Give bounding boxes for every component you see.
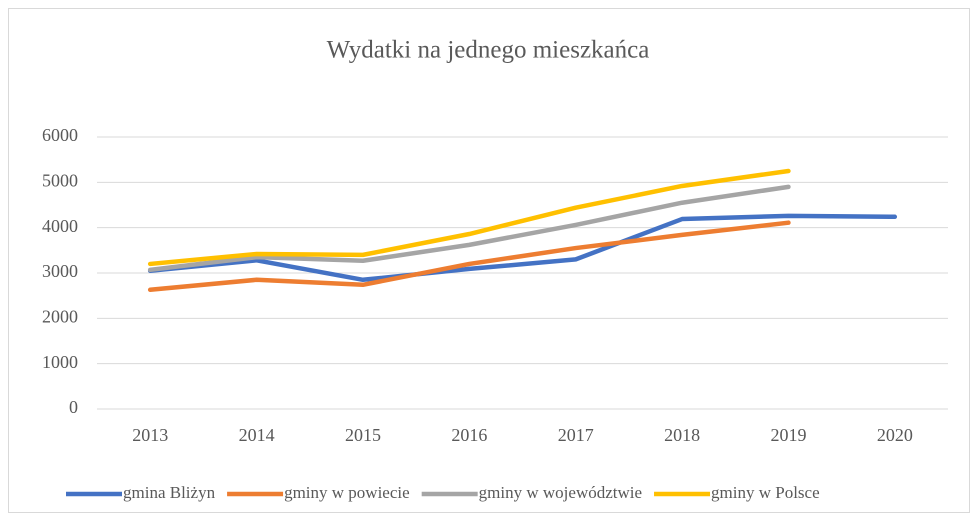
data-line	[147, 168, 791, 267]
x-tick-label: 2018	[664, 425, 700, 445]
y-tick-label: 1000	[42, 352, 78, 372]
y-tick-label: 6000	[42, 125, 78, 145]
x-tick-label: 2015	[345, 425, 381, 445]
data-line	[147, 220, 791, 293]
x-tick-label: 2016	[451, 425, 487, 445]
y-tick-label: 5000	[42, 170, 78, 190]
x-tick-label: 2017	[558, 425, 594, 445]
legend-label: gminy w województwie	[479, 483, 642, 502]
data-line	[147, 184, 791, 273]
y-tick-label: 4000	[42, 216, 78, 236]
chart-title: Wydatki na jednego mieszkańca	[327, 37, 650, 64]
legend-label: gminy w Polsce	[711, 483, 820, 502]
y-tick-label: 0	[69, 397, 78, 417]
legend-label: gmina Bliżyn	[123, 483, 216, 502]
legend-label: gminy w powiecie	[284, 483, 410, 502]
x-tick-label: 2013	[132, 425, 168, 445]
x-tick-label: 2020	[877, 425, 913, 445]
x-tick-label: 2014	[239, 425, 275, 445]
y-tick-label: 2000	[42, 306, 78, 326]
y-tick-label: 3000	[42, 261, 78, 281]
data-line	[147, 213, 898, 283]
x-tick-label: 2019	[770, 425, 806, 445]
